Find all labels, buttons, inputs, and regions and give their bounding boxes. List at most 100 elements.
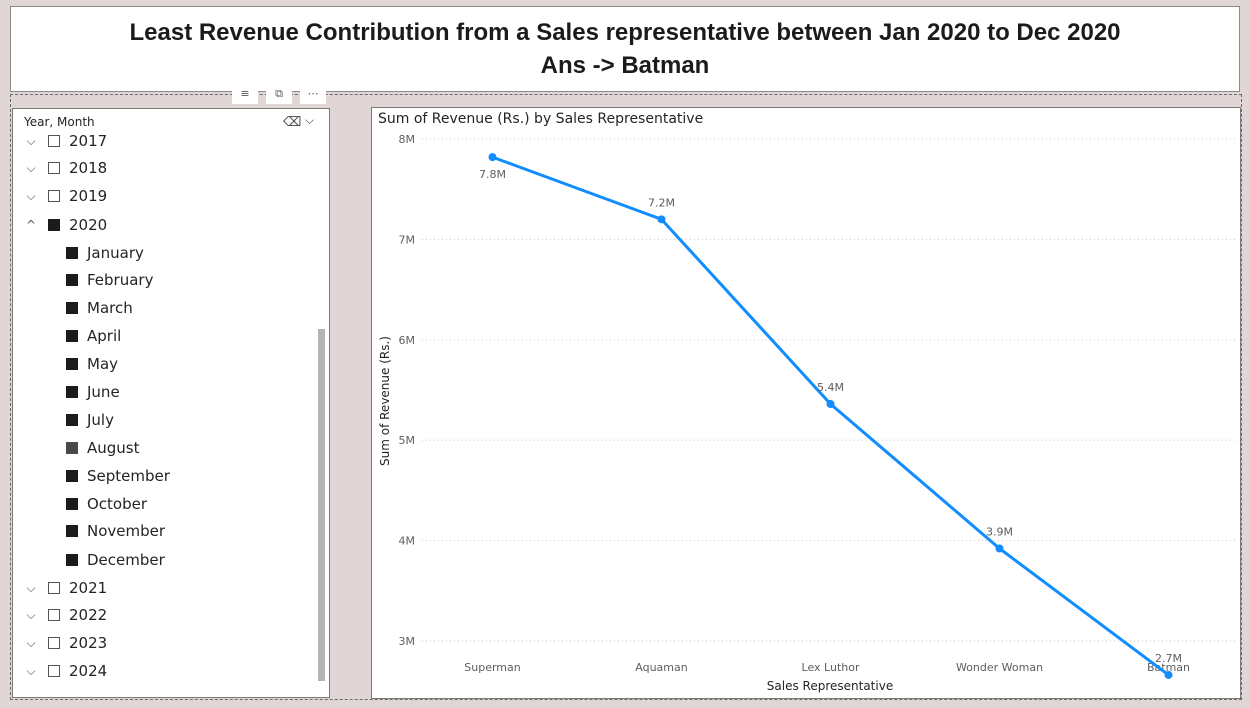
checkbox[interactable] <box>66 330 78 342</box>
checkbox[interactable] <box>48 190 60 202</box>
y-tick-label: 7M <box>399 233 416 246</box>
checkbox[interactable] <box>66 386 78 398</box>
slicer-year-item[interactable]: ⌵ 2021 <box>24 577 107 599</box>
report-answer: Ans -> Batman <box>540 52 710 79</box>
slicer-month-item[interactable]: September <box>66 465 170 487</box>
slicer-item-label: March <box>87 299 133 317</box>
y-tick-label: 6M <box>399 334 416 347</box>
checkbox[interactable] <box>66 470 78 482</box>
report-title-card: Least Revenue Contribution from a Sales … <box>10 6 1240 92</box>
y-tick-label: 8M <box>399 133 416 146</box>
focus-mode-icon[interactable]: ⧉ <box>266 86 292 104</box>
y-tick-label: 4M <box>399 534 416 547</box>
series-line <box>491 155 1170 677</box>
report-title: Least Revenue Contribution from a Sales … <box>129 19 1121 46</box>
checkbox[interactable] <box>66 358 78 370</box>
visual-header-icons: ≡ ⧉ ⋯ <box>232 86 332 106</box>
slicer-item-label: June <box>87 383 120 401</box>
x-tick-label: Aquaman <box>635 661 687 674</box>
data-label: 3.9M <box>986 525 1013 538</box>
eraser-icon[interactable]: ⌫ <box>283 115 302 130</box>
chevron-down-icon[interactable]: ⌵ <box>26 188 36 203</box>
data-point <box>995 544 1004 553</box>
data-label: 5.4M <box>817 381 844 394</box>
slicer-month-item[interactable]: May <box>66 353 118 375</box>
checkbox[interactable] <box>66 302 78 314</box>
slicer-item-label: October <box>87 495 148 513</box>
slicer-item-label: 2019 <box>69 187 108 205</box>
y-axis-title: Sum of Revenue (Rs.) <box>378 336 392 466</box>
checkbox[interactable] <box>48 609 60 621</box>
chevron-down-icon[interactable]: ⌵ <box>26 663 36 678</box>
slicer-month-item[interactable]: February <box>66 269 153 291</box>
x-axis-title: Sales Representative <box>767 679 893 693</box>
slicer-year-item[interactable]: ⌵ 2023 <box>24 632 107 654</box>
slicer-year-item[interactable]: ⌵ 2019 <box>24 185 107 207</box>
slicer-item-label: April <box>87 327 122 345</box>
slicer-month-item[interactable]: December <box>66 549 165 571</box>
slicer-item-label: 2022 <box>69 606 108 624</box>
scrollbar[interactable] <box>318 329 325 681</box>
slicer-year-item[interactable]: ⌵ 2024 <box>24 660 107 682</box>
data-point <box>826 399 835 408</box>
x-tick-label: Lex Luthor <box>802 661 860 674</box>
chevron-down-icon[interactable]: ⌵ <box>26 580 36 595</box>
checkbox[interactable] <box>66 554 78 566</box>
chevron-down-icon[interactable]: ⌵ <box>305 113 315 127</box>
checkbox[interactable] <box>66 525 78 537</box>
checkbox[interactable] <box>48 665 60 677</box>
chevron-down-icon[interactable]: ⌵ <box>26 607 36 622</box>
slicer-item-label: 2021 <box>69 579 108 597</box>
slicer-month-item[interactable]: June <box>66 381 120 403</box>
y-tick-label: 5M <box>399 434 416 447</box>
checkbox[interactable] <box>48 582 60 594</box>
checkbox[interactable] <box>66 498 78 510</box>
slicer-item-label: 2020 <box>69 216 108 234</box>
slicer-month-item[interactable]: April <box>66 325 121 347</box>
chevron-up-icon[interactable]: ^ <box>25 218 37 232</box>
checkbox[interactable] <box>66 442 78 454</box>
more-options-icon[interactable]: ⋯ <box>300 86 326 104</box>
slicer-item-label: July <box>87 411 114 429</box>
slicer-month-item[interactable]: October <box>66 493 147 515</box>
slicer-item-label: September <box>87 467 170 485</box>
y-tick-label: 3M <box>399 635 416 648</box>
checkbox[interactable] <box>66 274 78 286</box>
slicer-item-label: August <box>87 439 140 457</box>
slicer-item-label: 2017 <box>69 132 108 150</box>
data-label: 2.7M <box>1155 652 1182 665</box>
data-label: 7.2M <box>648 196 675 209</box>
checkbox[interactable] <box>66 414 78 426</box>
x-tick-label: Wonder Woman <box>956 661 1043 674</box>
data-point <box>657 215 666 224</box>
data-point <box>488 153 497 162</box>
chevron-down-icon[interactable]: ⌵ <box>26 160 36 175</box>
data-point <box>1164 670 1173 679</box>
slicer-item-label: November <box>87 522 166 540</box>
checkbox[interactable] <box>48 219 60 231</box>
checkbox[interactable] <box>66 247 78 259</box>
slicer-year-item[interactable]: ^ 2020 <box>24 214 107 236</box>
chart-canvas: 3M 4M 5M 6M 7M 8M Superman Aquaman Lex Luthor Won… <box>378 133 1238 693</box>
slicer-month-item[interactable]: November <box>66 520 165 542</box>
checkbox[interactable] <box>48 162 60 174</box>
slicer-month-item[interactable]: July <box>66 409 114 431</box>
slicer-month-item[interactable]: August <box>66 437 140 459</box>
chevron-down-icon[interactable]: ⌵ <box>26 133 36 148</box>
filter-icon[interactable]: ≡ <box>232 86 258 104</box>
checkbox[interactable] <box>48 135 60 147</box>
checkbox[interactable] <box>48 637 60 649</box>
slicer-year-item[interactable]: ⌵ 2022 <box>24 604 107 626</box>
slicer-month-item[interactable]: January <box>66 242 144 264</box>
slicer-item-label: 2018 <box>69 159 108 177</box>
chevron-down-icon[interactable]: ⌵ <box>26 635 36 650</box>
x-tick-label: Batman <box>1147 661 1190 674</box>
year-month-slicer: Year, Month ⌫ ⌵ ⌵ 2017 ⌵ 2018 ⌵ 2019 ^ 2020 Janu… <box>12 108 330 698</box>
slicer-item-label: 2024 <box>69 662 108 680</box>
slicer-item-label: February <box>87 271 154 289</box>
slicer-month-item[interactable]: March <box>66 297 133 319</box>
slicer-year-item[interactable]: ⌵ 2017 <box>24 130 107 152</box>
slicer-item-label: December <box>87 551 165 569</box>
slicer-title: Year, Month <box>24 115 95 129</box>
slicer-year-item[interactable]: ⌵ 2018 <box>24 157 107 179</box>
